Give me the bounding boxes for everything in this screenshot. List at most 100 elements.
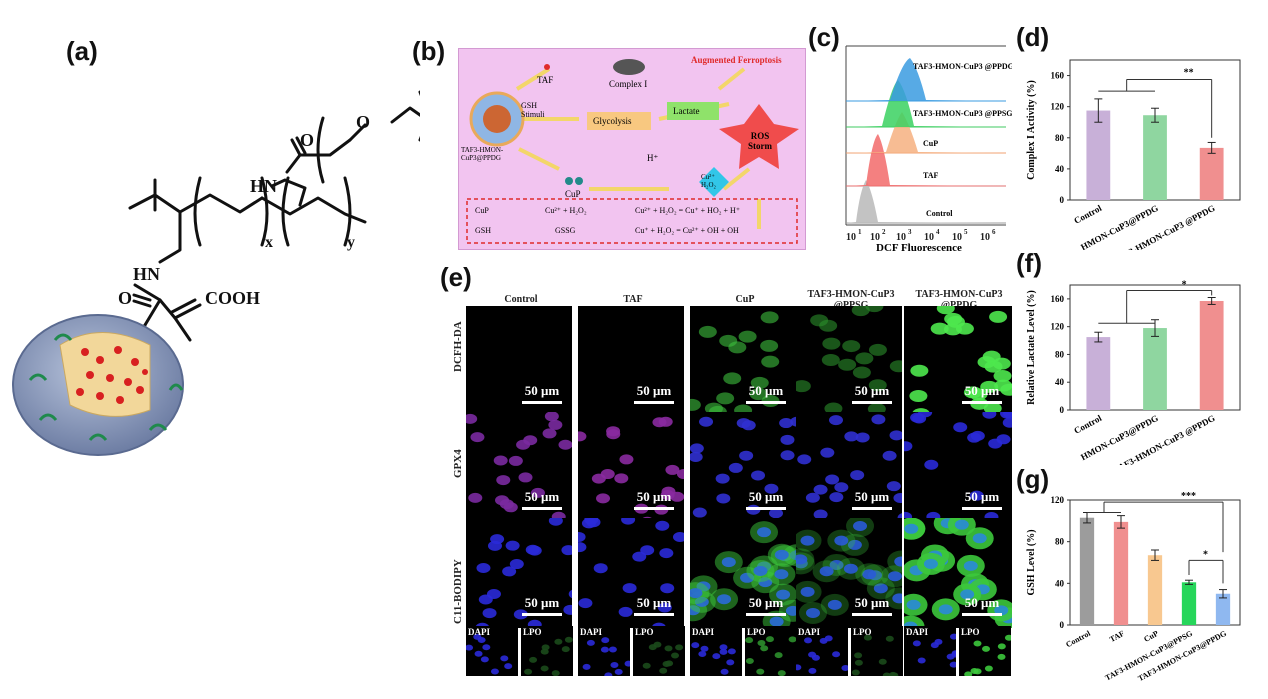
row-label-gpx4: GPX4 [452,449,464,478]
bar [1147,555,1163,625]
micrograph-cell: 50 μm [578,412,684,522]
sig-label: * [1203,549,1208,560]
flow-tick-5-exp: 5 [964,228,968,236]
row-label-c11: C11-BODIPY [452,559,464,624]
flow-label-cup: CuP [923,139,938,148]
scale-bar-line [634,507,674,510]
thumbnail-label: LPO [961,627,980,637]
bar-chart-lactate: 0 40 80 120 160 Relative Lactate Level (%) Con… [1026,280,1241,465]
flow-tick-2: 10 [870,232,880,243]
col-label-control: Control [504,294,538,305]
y-tick-label: 40 [1055,578,1065,588]
scale-bar: 50 μm [852,383,892,404]
mechanism-scheme: TAF Complex I Augmented Ferroptosis GSH … [458,48,806,250]
scale-bar-line [634,401,674,404]
flow-label-control: Control [926,209,953,218]
bar [1079,517,1095,625]
flow-xlabel: DCF Fluorescence [876,242,962,252]
panel-label-d: (d) [1016,22,1050,52]
lpo-thumbnail: LPO [959,626,1011,676]
y-tick-label: 160 [1051,71,1065,81]
x-tick-label: TAF [1108,629,1126,644]
y-axis-label: GSH Level (%) [1026,529,1037,595]
scale-bar: 50 μm [522,595,562,616]
sig-label: *** [1181,491,1196,502]
flow-tick-1-exp: 1 [858,228,862,236]
panel-label-f: (f) [1016,248,1042,278]
scale-bar-label: 50 μm [964,489,1000,504]
dapi-thumbnail: DAPI [904,626,956,676]
scale-bar-line [962,401,1002,404]
y-tick-label: 120 [1051,495,1065,505]
flow-tick-6-exp: 6 [992,228,996,236]
sig-label: * [1182,280,1187,291]
micrograph-cell: 50 μm [690,518,796,628]
col-label-taf: TAF [623,294,643,305]
y-tick-label: 120 [1051,322,1065,332]
x-tick-label: Control [1072,413,1103,436]
scheme-title: Augmented Ferroptosis [691,55,782,65]
scale-bar-label: 50 μm [854,489,890,504]
scale-bar: 50 μm [746,489,786,510]
flow-tick-4-exp: 4 [936,228,940,236]
scale-bar-label: 50 μm [964,595,1000,610]
scheme-eq2-left: GSH [475,226,492,235]
scale-bar-line [852,613,892,616]
y-tick-label: 0 [1060,195,1065,205]
flow-cytometry-plot: TAF3-HMON-CuP3 @PPDG TAF3-HMON-CuP3 @PPS… [845,45,1012,252]
dapi-thumbnail: DAPI [796,626,848,676]
bar [1143,328,1167,410]
micrograph-cell: 50 μm [796,306,902,416]
scale-bar-label: 50 μm [854,595,890,610]
flow-label-ppsg: TAF3-HMON-CuP3 @PPSG [913,109,1012,118]
scale-bar-label: 50 μm [748,595,784,610]
scheme-cup: CuP [565,189,581,199]
thumbnail-label: LPO [523,627,542,637]
scale-bar-label: 50 μm [636,489,672,504]
flow-tick-6: 10 [980,232,990,243]
nanoparticle-illustration [12,314,184,456]
scale-bar: 50 μm [962,595,1002,616]
flow-label-ppdg: TAF3-HMON-CuP3 @PPDG [913,62,1012,71]
micrograph-cell: 50 μm [466,412,572,522]
polymer-structure-diagram: O O HN HN O COOH x y m [12,90,420,456]
micrograph-cell: 50 μm [578,306,684,416]
hn-upper: HN [250,176,277,196]
scale-bar-line [852,401,892,404]
hn-lower: HN [133,264,160,284]
scale-bar: 50 μm [746,383,786,404]
micrograph-cell: 50 μm [904,412,1012,522]
scale-bar: 50 μm [852,489,892,510]
scale-bar-line [522,613,562,616]
dapi-thumbnail: DAPI [466,626,518,676]
y-tick-label: 0 [1060,405,1065,415]
micrograph-cell: 50 μm [690,412,796,522]
flow-tick-5: 10 [952,232,962,243]
cooh-group: COOH [205,288,260,308]
col-label-cup: CuP [735,294,755,305]
scale-bar: 50 μm [522,383,562,404]
col-label-ppdg: TAF3-HMON-CuP3 @PPDG [915,289,1003,311]
scale-bar: 50 μm [634,595,674,616]
sig-label: ** [1184,67,1194,78]
y-tick-label: 80 [1055,537,1065,547]
scale-bar-line [522,401,562,404]
scale-bar-label: 50 μm [636,383,672,398]
bar [1113,521,1129,625]
carbonyl-o-upper: O [300,130,314,150]
scale-bar-line [962,507,1002,510]
y-axis-label: Relative Lactate Level (%) [1026,290,1037,405]
scale-bar: 50 μm [746,595,786,616]
micrograph-cell: 50 μm [796,412,902,522]
lpo-thumbnail: LPO [521,626,573,676]
micrograph-cell: 50 μm [904,306,1012,416]
scale-bar: 50 μm [962,489,1002,510]
thumbnail-label: LPO [635,627,654,637]
flow-tick-3: 10 [896,232,906,243]
scale-bar-line [746,401,786,404]
y-tick-label: 160 [1051,294,1065,304]
panel-label-e: (e) [440,262,472,292]
y-tick-label: 80 [1055,349,1065,359]
scale-bar-label: 50 μm [524,489,560,504]
scale-bar-line [852,507,892,510]
